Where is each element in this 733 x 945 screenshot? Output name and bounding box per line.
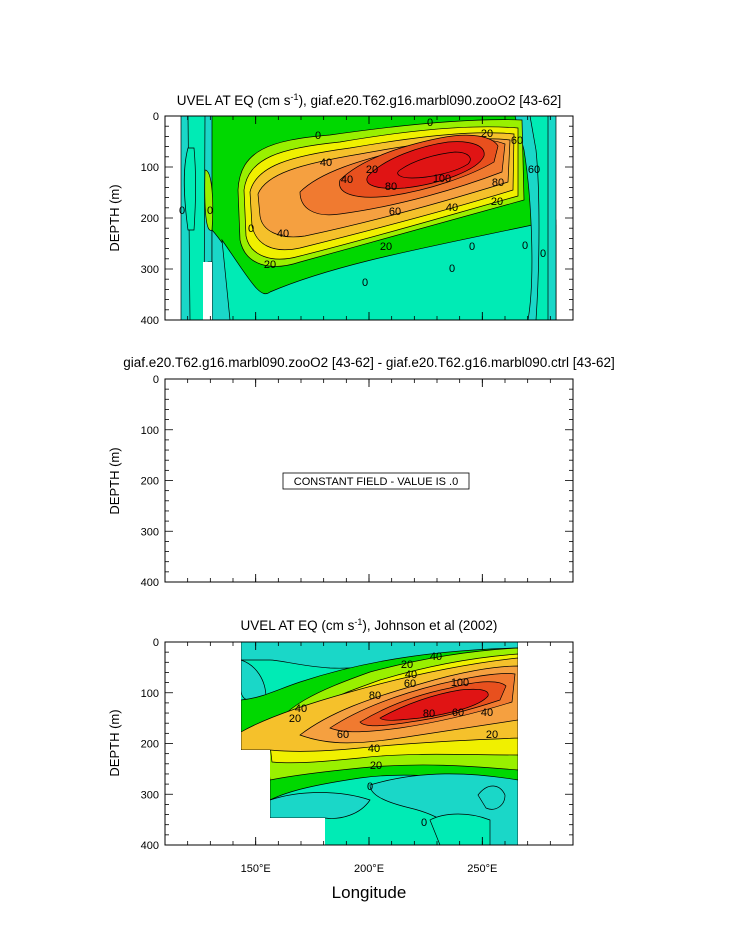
contour-band-1 <box>183 147 196 231</box>
y-tick-label: 100 <box>141 688 159 700</box>
y-tick-label: 300 <box>141 264 159 276</box>
panel2-y-axis-label: DEPTH (m) <box>107 447 122 514</box>
y-tick-label: 200 <box>141 213 159 225</box>
contour-label: 20 <box>486 729 498 741</box>
y-tick-label: 100 <box>141 162 159 174</box>
constant-field-note: CONSTANT FIELD - VALUE IS .0 <box>294 476 458 488</box>
contour-label: 40 <box>481 707 493 719</box>
contour-label: 40 <box>430 651 442 663</box>
contour-label: 20 <box>401 659 413 671</box>
panel2-ticks: 0 100 200 300 400 <box>141 374 573 589</box>
x-axis-label: Longitude <box>332 883 407 902</box>
contour-label: 100 <box>433 173 451 185</box>
contour-label: 60 <box>528 164 540 176</box>
contour-label: 20 <box>264 259 276 271</box>
contour-label: 0 <box>522 240 528 252</box>
x-tick-label: 200°E <box>354 863 384 875</box>
contour-label: 40 <box>277 228 289 240</box>
contour-label: 0 <box>362 277 368 289</box>
x-tick-label: 150°E <box>241 863 271 875</box>
no-data-mask-west <box>165 642 325 845</box>
contour-label: 40 <box>320 157 332 169</box>
contour-label: 40 <box>368 743 380 755</box>
contour-label: 80 <box>423 708 435 720</box>
contour-label: 80 <box>385 181 397 193</box>
contour-label: 20 <box>481 128 493 140</box>
contour-band-0 <box>269 792 371 819</box>
y-tick-label: 300 <box>141 526 159 538</box>
contour-label: 0 <box>315 130 321 142</box>
contour-label: 0 <box>207 205 213 217</box>
contour-label: 20 <box>289 713 301 725</box>
panel3-y-axis-label: DEPTH (m) <box>107 709 122 776</box>
contour-label: 0 <box>367 781 373 793</box>
contour-label: 0 <box>421 817 427 829</box>
y-tick-label: 0 <box>153 111 159 123</box>
panel-observed-uvel: UVEL AT EQ (cm s-1), Johnson et al (2002… <box>107 617 574 852</box>
contour-label: 60 <box>389 206 401 218</box>
contour-label: 0 <box>540 248 546 260</box>
land-gap <box>203 262 212 320</box>
contour-label: 20 <box>366 164 378 176</box>
y-tick-label: 200 <box>141 739 159 751</box>
y-tick-label: 0 <box>153 637 159 649</box>
y-tick-label: 400 <box>141 840 159 852</box>
contour-label: 80 <box>492 177 504 189</box>
panel1-y-axis-label: DEPTH (m) <box>107 184 122 251</box>
contour-label: 40 <box>446 202 458 214</box>
contour-label: 0 <box>449 263 455 275</box>
contour-label: 40 <box>341 174 353 186</box>
panel1-contour-field <box>180 116 557 320</box>
contour-label: 0 <box>427 117 433 129</box>
panel-difference: giaf.e20.T62.g16.marbl090.zooO2 [43-62] … <box>107 355 615 589</box>
contour-label: 60 <box>452 707 464 719</box>
contour-label: 40 <box>405 669 417 681</box>
contour-band-9 <box>379 688 489 721</box>
no-data-mask-east <box>518 642 573 845</box>
contour-label: 60 <box>511 135 523 147</box>
y-tick-label: 300 <box>141 789 159 801</box>
contour-label: 60 <box>404 678 416 690</box>
contour-label: 0 <box>248 223 254 235</box>
contour-label: 0 <box>469 241 475 253</box>
panel1-title: UVEL AT EQ (cm s-1), giaf.e20.T62.g16.ma… <box>177 92 561 108</box>
contour-label: 100 <box>451 677 469 689</box>
contour-label: 20 <box>491 196 503 208</box>
x-tick-labels: 150°E 200°E 250°E <box>241 863 498 875</box>
contour-label: 20 <box>380 241 392 253</box>
panel-model-uvel: UVEL AT EQ (cm s-1), giaf.e20.T62.g16.ma… <box>107 92 574 327</box>
contour-band-3 <box>204 169 214 231</box>
contour-label: 60 <box>337 729 349 741</box>
y-tick-label: 400 <box>141 315 159 327</box>
y-tick-label: 200 <box>141 476 159 488</box>
contour-band-1 <box>429 813 491 845</box>
contour-band-0 <box>477 785 506 810</box>
contour-label: 20 <box>370 760 382 772</box>
contour-label: 0 <box>179 205 185 217</box>
contour-label: 80 <box>369 690 381 702</box>
constant-field-box <box>282 472 470 490</box>
y-tick-label: 0 <box>153 374 159 386</box>
panel3-title: UVEL AT EQ (cm s-1), Johnson et al (2002… <box>241 617 498 633</box>
y-tick-label: 100 <box>141 425 159 437</box>
contour-band-9 <box>397 151 471 179</box>
x-tick-label: 250°E <box>467 863 497 875</box>
y-tick-label: 400 <box>141 577 159 589</box>
contour-band-1 <box>221 219 557 320</box>
contour-label: 40 <box>295 703 307 715</box>
panel3-contour-field <box>165 642 573 845</box>
panel2-title: giaf.e20.T62.g16.marbl090.zooO2 [43-62] … <box>123 355 615 370</box>
